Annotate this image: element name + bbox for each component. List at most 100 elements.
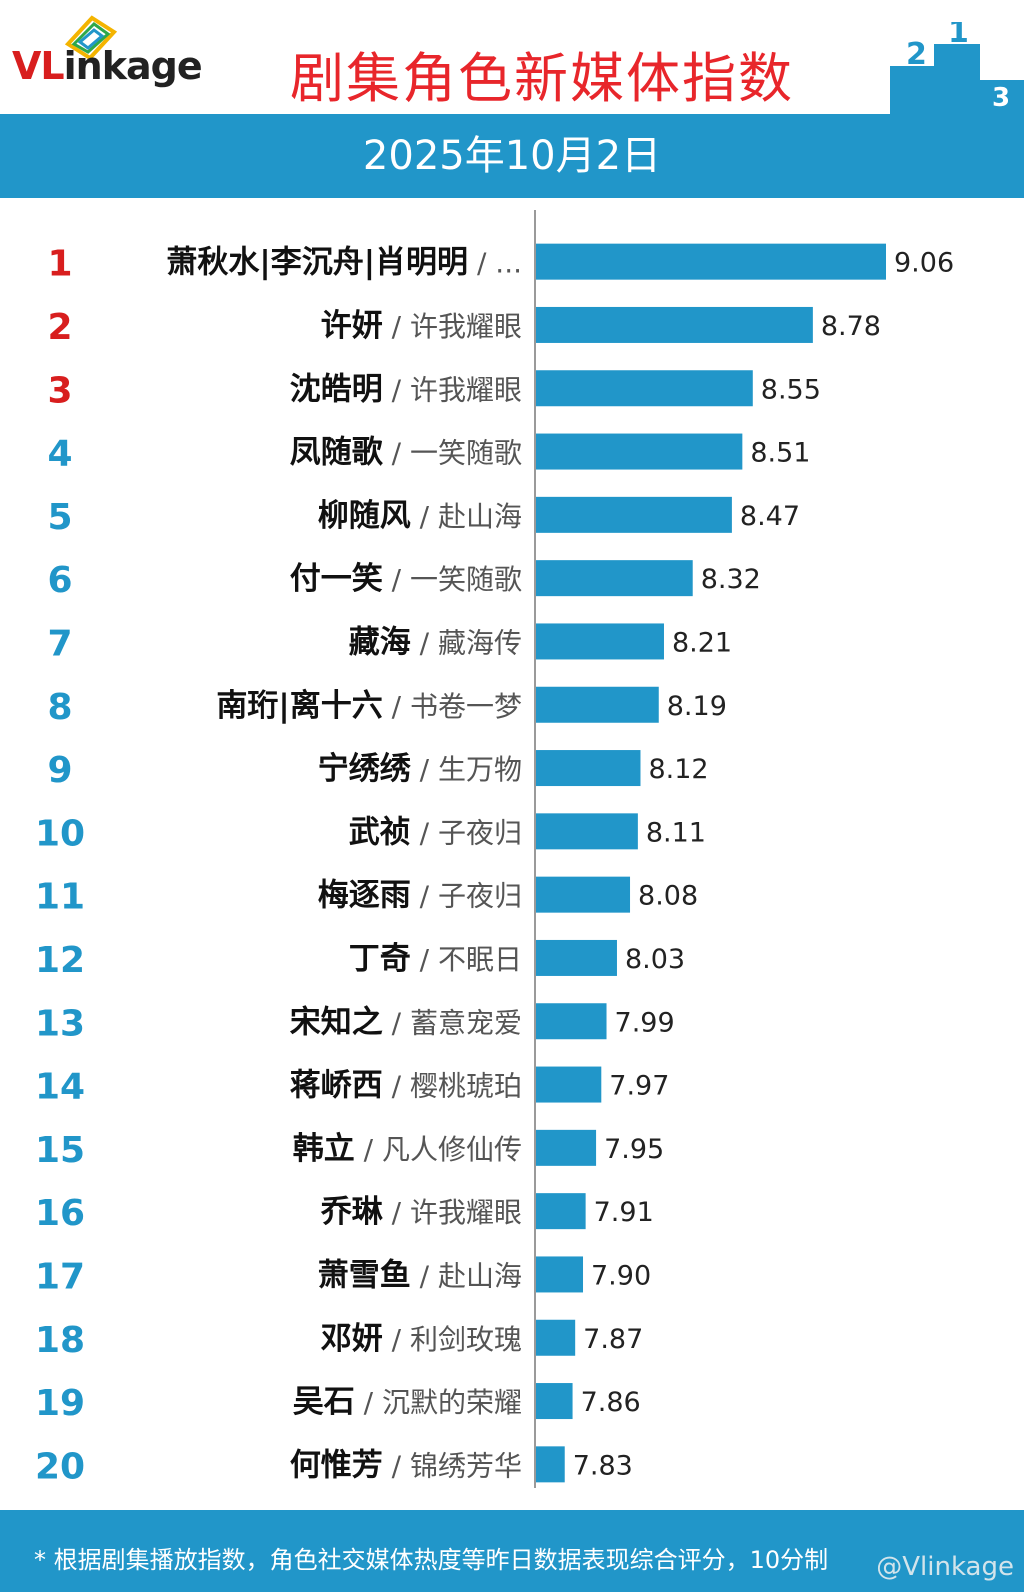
character-name: 蒋峤西 [290, 1068, 383, 1104]
show-name: / 许我耀眼 [383, 310, 522, 343]
character-name: 藏海 [349, 624, 411, 660]
show-name: / ... [468, 247, 522, 280]
row-label: 宁绣绣 / 生万物 [318, 751, 522, 787]
bar-value-label: 7.97 [609, 1071, 669, 1102]
bar [536, 686, 659, 723]
show-name: / 凡人修仙传 [355, 1133, 522, 1166]
chart-row: 11 梅逐雨 / 子夜归 8.08 [35, 876, 698, 918]
row-label: 梅逐雨 / 子夜归 [318, 878, 522, 914]
character-name: 何惟芳 [290, 1447, 383, 1483]
rank-label: 4 [47, 434, 72, 475]
character-name: 韩立 [293, 1131, 355, 1167]
row-label: 乔琳 / 许我耀眼 [321, 1194, 522, 1230]
character-name: 吴石 [293, 1384, 355, 1420]
chart-row: 5 柳随风 / 赴山海 8.47 [47, 496, 800, 538]
rank-label: 9 [47, 750, 72, 791]
bar [536, 433, 743, 470]
character-name: 丁奇 [349, 941, 411, 977]
bar [536, 243, 886, 280]
show-name: / 利剑玫瑰 [383, 1323, 522, 1356]
watermark: @Vlinkage [876, 1552, 1014, 1582]
bar [536, 1446, 565, 1483]
bar-value-label: 7.83 [573, 1450, 633, 1481]
character-name: 柳随风 [318, 498, 411, 534]
show-name: / 许我耀眼 [383, 373, 522, 406]
bar-value-label: 8.51 [750, 438, 810, 469]
bar-value-label: 9.06 [894, 248, 954, 279]
chart-row: 6 付一笑 / 一笑随歌 8.32 [47, 560, 761, 601]
rank-label: 2 [47, 307, 72, 348]
chart-row: 17 萧雪鱼 / 赴山海 7.90 [35, 1256, 651, 1297]
row-label: 宋知之 / 蓄意宠爱 [290, 1004, 522, 1040]
bar-value-label: 8.78 [821, 311, 881, 342]
chart-row: 2 许妍 / 许我耀眼 8.78 [47, 306, 881, 348]
footnote: * 根据剧集播放指数，角色社交媒体热度等昨日数据表现综合评分，10分制 [34, 1546, 829, 1574]
rank-label: 18 [35, 1320, 85, 1361]
logo: VLinkage [12, 44, 203, 88]
bar [536, 1003, 607, 1040]
bar [536, 306, 813, 343]
bar [536, 813, 638, 850]
bar-value-label: 8.55 [761, 374, 821, 405]
bar [536, 1256, 584, 1293]
show-name: / 蓄意宠爱 [383, 1006, 522, 1039]
bar [536, 1319, 576, 1356]
rank-label: 17 [35, 1256, 85, 1297]
podium-number-2: 2 [906, 37, 927, 72]
character-name: 凤随歌 [290, 435, 384, 471]
rank-label: 5 [47, 497, 72, 538]
rank-label: 7 [47, 623, 72, 664]
chart-row: 18 邓妍 / 利剑玫瑰 7.87 [35, 1319, 643, 1361]
row-label: 南珩|离十六 / 书卷一梦 [216, 688, 522, 724]
bar-value-label: 7.87 [583, 1324, 643, 1355]
rank-label: 10 [35, 813, 85, 854]
bar-value-label: 8.11 [646, 817, 706, 848]
show-name: / 藏海传 [411, 626, 522, 659]
bar-value-label: 8.12 [648, 754, 708, 785]
chart-row: 3 沈皓明 / 许我耀眼 8.55 [47, 370, 821, 411]
row-label: 吴石 / 沉默的荣耀 [293, 1384, 522, 1420]
show-name: / 不眠日 [411, 943, 522, 976]
row-label: 许妍 / 许我耀眼 [321, 308, 522, 344]
rank-label: 1 [47, 244, 72, 285]
chart-row: 9 宁绣绣 / 生万物 8.12 [47, 750, 709, 791]
row-label: 武祯 / 子夜归 [349, 814, 522, 850]
bar [536, 1193, 586, 1230]
chart-row: 1 萧秋水|李沉舟|肖明明 / ... 9.06 [47, 243, 954, 285]
row-label: 萧秋水|李沉舟|肖明明 / ... [166, 245, 522, 281]
chart-row: 7 藏海 / 藏海传 8.21 [47, 623, 732, 664]
character-name: 武祯 [349, 814, 411, 850]
row-label: 付一笑 / 一笑随歌 [290, 561, 522, 597]
chart-row: 16 乔琳 / 许我耀眼 7.91 [35, 1193, 654, 1234]
character-name: 南珩|离十六 [216, 688, 382, 724]
show-name: / 子夜归 [411, 816, 522, 849]
logo-mark-icon [64, 15, 118, 60]
chart-row: 8 南珩|离十六 / 书卷一梦 8.19 [47, 686, 727, 728]
bar-value-label: 8.32 [701, 564, 761, 595]
show-name: / 沉默的荣耀 [355, 1386, 522, 1419]
character-name: 乔琳 [321, 1194, 384, 1230]
chart-row: 15 韩立 / 凡人修仙传 7.95 [35, 1129, 664, 1171]
chart-row: 10 武祯 / 子夜归 8.11 [35, 813, 706, 854]
row-label: 何惟芳 / 锦绣芳华 [290, 1447, 522, 1483]
row-label: 沈皓明 / 许我耀眼 [290, 371, 522, 407]
character-name: 萧秋水|李沉舟|肖明明 [166, 245, 468, 281]
row-label: 丁奇 / 不眠日 [349, 941, 522, 977]
bar-value-label: 7.86 [581, 1387, 641, 1418]
rank-label: 19 [35, 1383, 85, 1424]
ranking-bar-chart: 1 萧秋水|李沉舟|肖明明 / ... 9.06 2 许妍 / 许我耀眼 8.78 3 沈皓明… [35, 210, 954, 1488]
show-name: / 锦绣芳华 [383, 1449, 522, 1482]
bar [536, 1129, 597, 1166]
bar [536, 560, 693, 597]
character-name: 梅逐雨 [318, 878, 411, 914]
row-label: 蒋峤西 / 樱桃琥珀 [290, 1068, 522, 1104]
date-banner: 2025年10月2日 [0, 114, 1024, 198]
bar [536, 750, 641, 787]
show-name: / 子夜归 [411, 880, 522, 913]
character-name: 沈皓明 [290, 371, 383, 407]
rank-label: 14 [35, 1067, 85, 1108]
rank-label: 3 [47, 370, 72, 411]
character-name: 萧雪鱼 [318, 1257, 411, 1293]
podium-number-3: 3 [992, 83, 1010, 113]
bar-value-label: 7.91 [594, 1197, 654, 1228]
